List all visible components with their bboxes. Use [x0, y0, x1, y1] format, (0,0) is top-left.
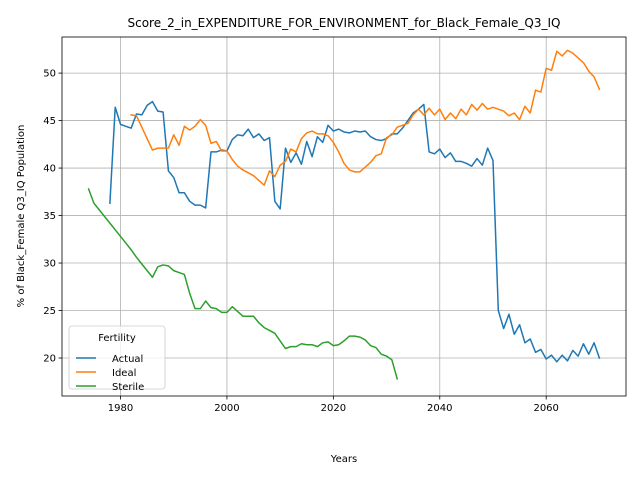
y-tick-label: 45: [43, 116, 56, 127]
x-tick-label: 2020: [321, 403, 346, 414]
x-tick-label: 2000: [214, 403, 239, 414]
x-tick-label: 2040: [427, 403, 452, 414]
legend-label-sterile: Sterile: [112, 382, 144, 393]
legend-title: Fertility: [98, 333, 136, 344]
y-tick-label: 30: [43, 259, 56, 270]
y-tick-label: 25: [43, 306, 56, 317]
x-axis-label: Years: [330, 454, 357, 465]
series-line-actual: [109, 100, 601, 363]
series-line-sterile: [87, 187, 399, 380]
y-axis-ticks: 20 25 30 35 40 45 50: [43, 69, 62, 365]
x-axis-ticks: 1980 2000 2020 2040 2060: [108, 396, 559, 414]
series-line-ideal: [130, 49, 601, 186]
legend: Fertility Actual Ideal Sterile: [68, 325, 166, 393]
y-tick-label: 50: [43, 69, 56, 80]
y-axis-label: % of Black_Female Q3_IQ Population: [16, 125, 27, 308]
x-tick-label: 1980: [108, 403, 133, 414]
chart-title: Score_2_in_EXPENDITURE_FOR_ENVIRONMENT_f…: [127, 16, 560, 30]
y-tick-label: 35: [43, 211, 56, 222]
y-tick-label: 40: [43, 164, 56, 175]
legend-label-ideal: Ideal: [112, 368, 136, 379]
legend-box: [68, 325, 166, 390]
x-tick-label: 2060: [533, 403, 558, 414]
y-tick-label: 20: [43, 354, 56, 365]
plot-frame: [61, 36, 627, 397]
grid: [62, 37, 626, 396]
series-layer: [87, 49, 601, 380]
legend-label-actual: Actual: [112, 354, 143, 365]
